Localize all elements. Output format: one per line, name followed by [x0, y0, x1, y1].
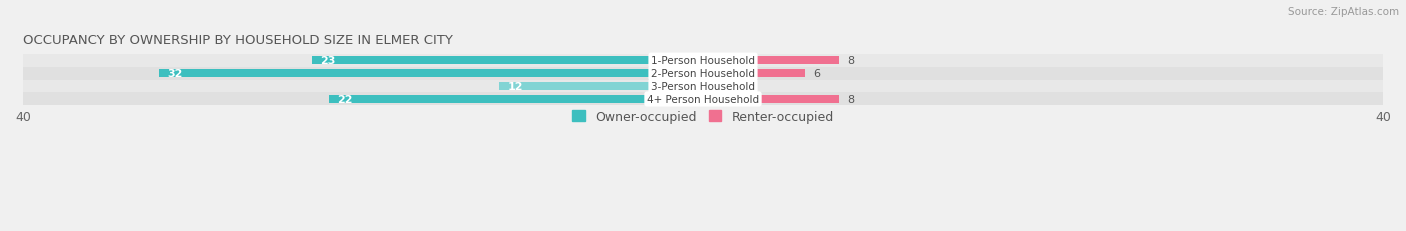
- Text: OCCUPANCY BY OWNERSHIP BY HOUSEHOLD SIZE IN ELMER CITY: OCCUPANCY BY OWNERSHIP BY HOUSEHOLD SIZE…: [22, 33, 453, 46]
- Text: 6: 6: [814, 69, 821, 79]
- Bar: [312, 57, 703, 65]
- Text: 2-Person Household: 2-Person Household: [651, 69, 755, 79]
- Text: 8: 8: [848, 56, 855, 66]
- Text: 23: 23: [321, 56, 336, 66]
- Bar: [22, 80, 1384, 93]
- Text: 32: 32: [167, 69, 183, 79]
- Bar: [22, 93, 1384, 106]
- Text: 12: 12: [508, 82, 523, 92]
- Text: 22: 22: [337, 94, 353, 104]
- Bar: [703, 96, 839, 103]
- Text: 4+ Person Household: 4+ Person Household: [647, 94, 759, 104]
- Bar: [703, 70, 806, 78]
- Text: 3-Person Household: 3-Person Household: [651, 82, 755, 92]
- Bar: [703, 57, 839, 65]
- Text: 2: 2: [745, 82, 752, 92]
- Legend: Owner-occupied, Renter-occupied: Owner-occupied, Renter-occupied: [568, 105, 838, 128]
- Text: Source: ZipAtlas.com: Source: ZipAtlas.com: [1288, 7, 1399, 17]
- Bar: [22, 55, 1384, 67]
- Text: 8: 8: [848, 94, 855, 104]
- Bar: [499, 83, 703, 90]
- Text: 1-Person Household: 1-Person Household: [651, 56, 755, 66]
- Bar: [22, 67, 1384, 80]
- Bar: [159, 70, 703, 78]
- Bar: [703, 83, 737, 90]
- Bar: [329, 96, 703, 103]
